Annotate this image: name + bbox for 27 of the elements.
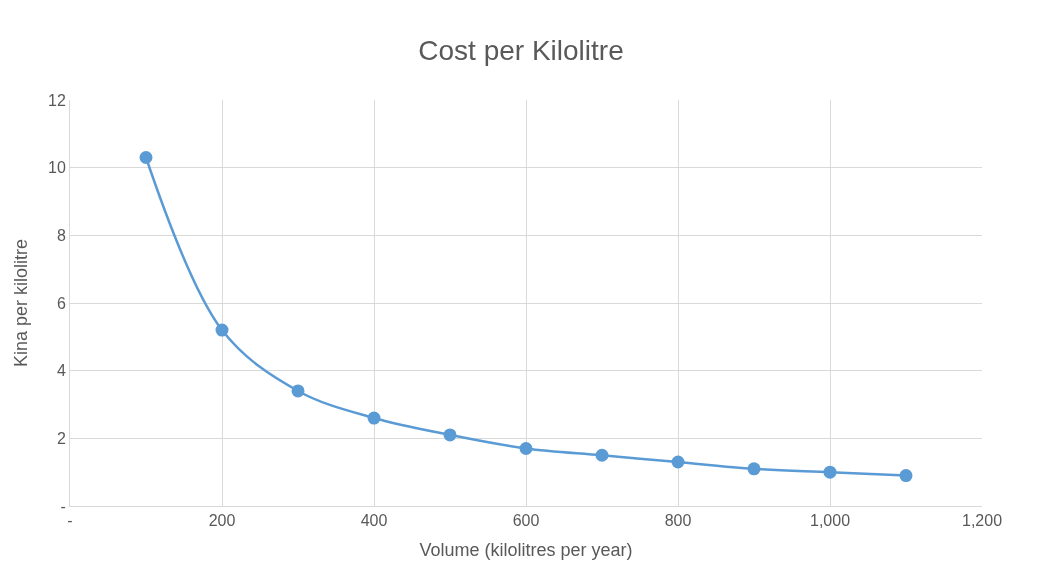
y-tick-label: 2	[56, 429, 66, 447]
point	[519, 441, 533, 455]
chart-title: Cost per Kilolitre	[418, 35, 624, 67]
point	[671, 455, 685, 469]
point	[215, 323, 229, 337]
y-tick-label: 10	[48, 159, 66, 177]
point	[291, 384, 305, 398]
point	[595, 448, 609, 462]
point	[443, 428, 457, 442]
x-axis-title: Volume (kilolitres per year)	[419, 540, 633, 561]
x-tick-label: 800	[664, 512, 692, 530]
y-tick-label: 4	[56, 362, 66, 380]
y-tick-label: 12	[48, 91, 66, 109]
y-tick-label: 6	[56, 294, 66, 312]
y-tick-label: 8	[56, 226, 66, 244]
x-tick-label: 1,000	[809, 512, 851, 530]
x-tick-label: 600	[512, 512, 540, 530]
point	[139, 151, 153, 165]
point	[823, 465, 837, 479]
point	[899, 469, 913, 483]
point	[747, 462, 761, 476]
x-tick-label: 400	[360, 512, 388, 530]
y-tick-label: -	[60, 497, 66, 515]
y-axis-title: Kina per kilolitre	[11, 238, 32, 368]
x-tick-label: 1,200	[961, 512, 1003, 530]
x-tick-label: 200	[208, 512, 236, 530]
point	[367, 411, 381, 425]
